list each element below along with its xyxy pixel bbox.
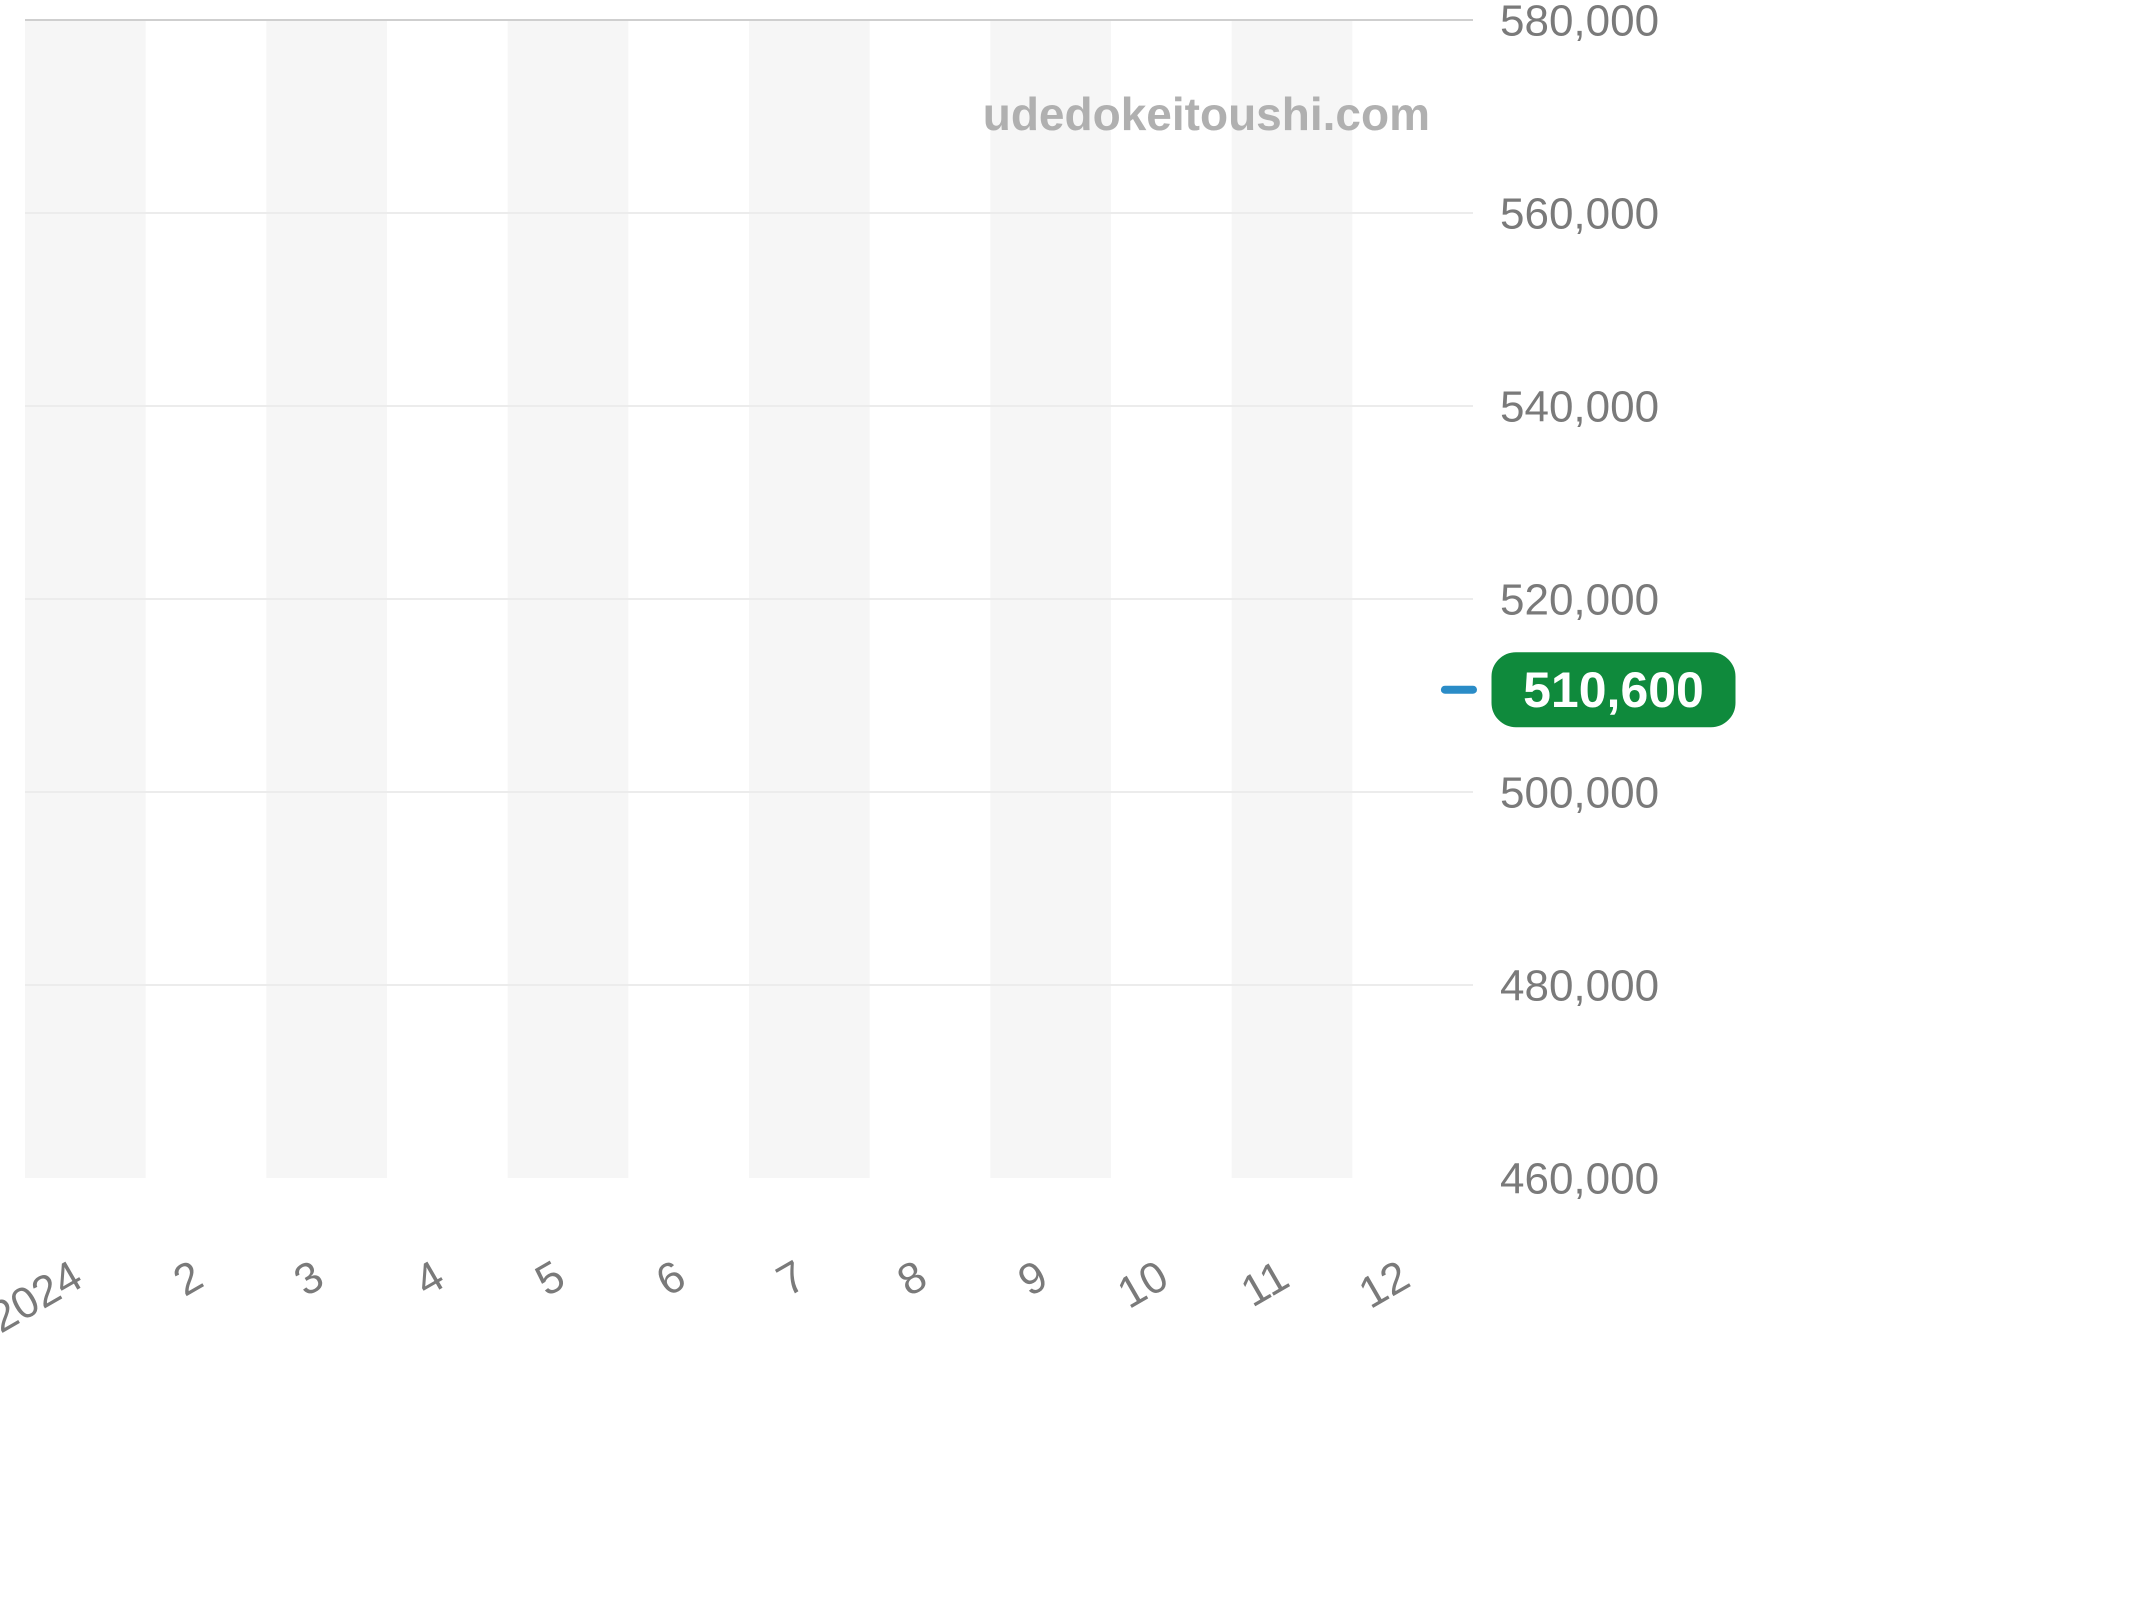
chart-svg: udedokeitoushi.com 460,000 480,000 500,000 5… bbox=[0, 0, 2144, 1600]
y-tick-label: 460,000 bbox=[1500, 1154, 1659, 1203]
watermark-text: udedokeitoushi.com bbox=[983, 88, 1430, 140]
y-tick-label: 480,000 bbox=[1500, 961, 1659, 1010]
y-tick-label: 520,000 bbox=[1500, 575, 1659, 624]
price-chart: udedokeitoushi.com 460,000 480,000 500,000 5… bbox=[0, 0, 2144, 1600]
y-tick-label: 560,000 bbox=[1500, 189, 1659, 238]
current-value-text: 510,600 bbox=[1523, 662, 1704, 718]
y-tick-label: 500,000 bbox=[1500, 768, 1659, 817]
y-tick-label: 540,000 bbox=[1500, 382, 1659, 431]
y-tick-label: 580,000 bbox=[1500, 0, 1659, 45]
